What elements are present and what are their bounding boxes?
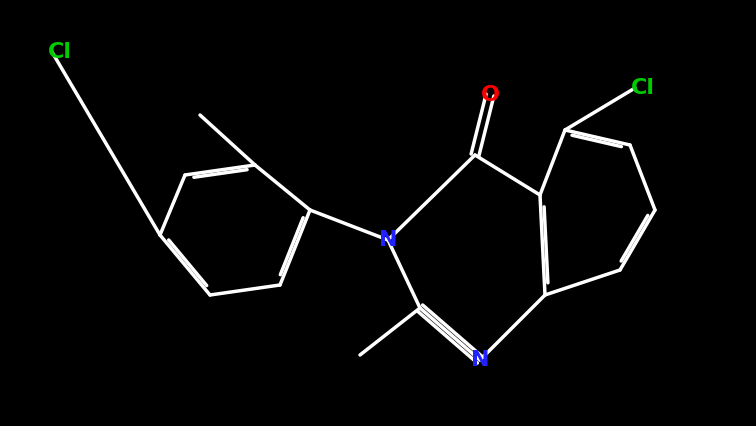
Text: N: N: [471, 350, 489, 370]
Text: N: N: [379, 230, 397, 250]
Text: Cl: Cl: [48, 42, 72, 62]
Text: O: O: [481, 85, 500, 105]
Text: Cl: Cl: [631, 78, 655, 98]
